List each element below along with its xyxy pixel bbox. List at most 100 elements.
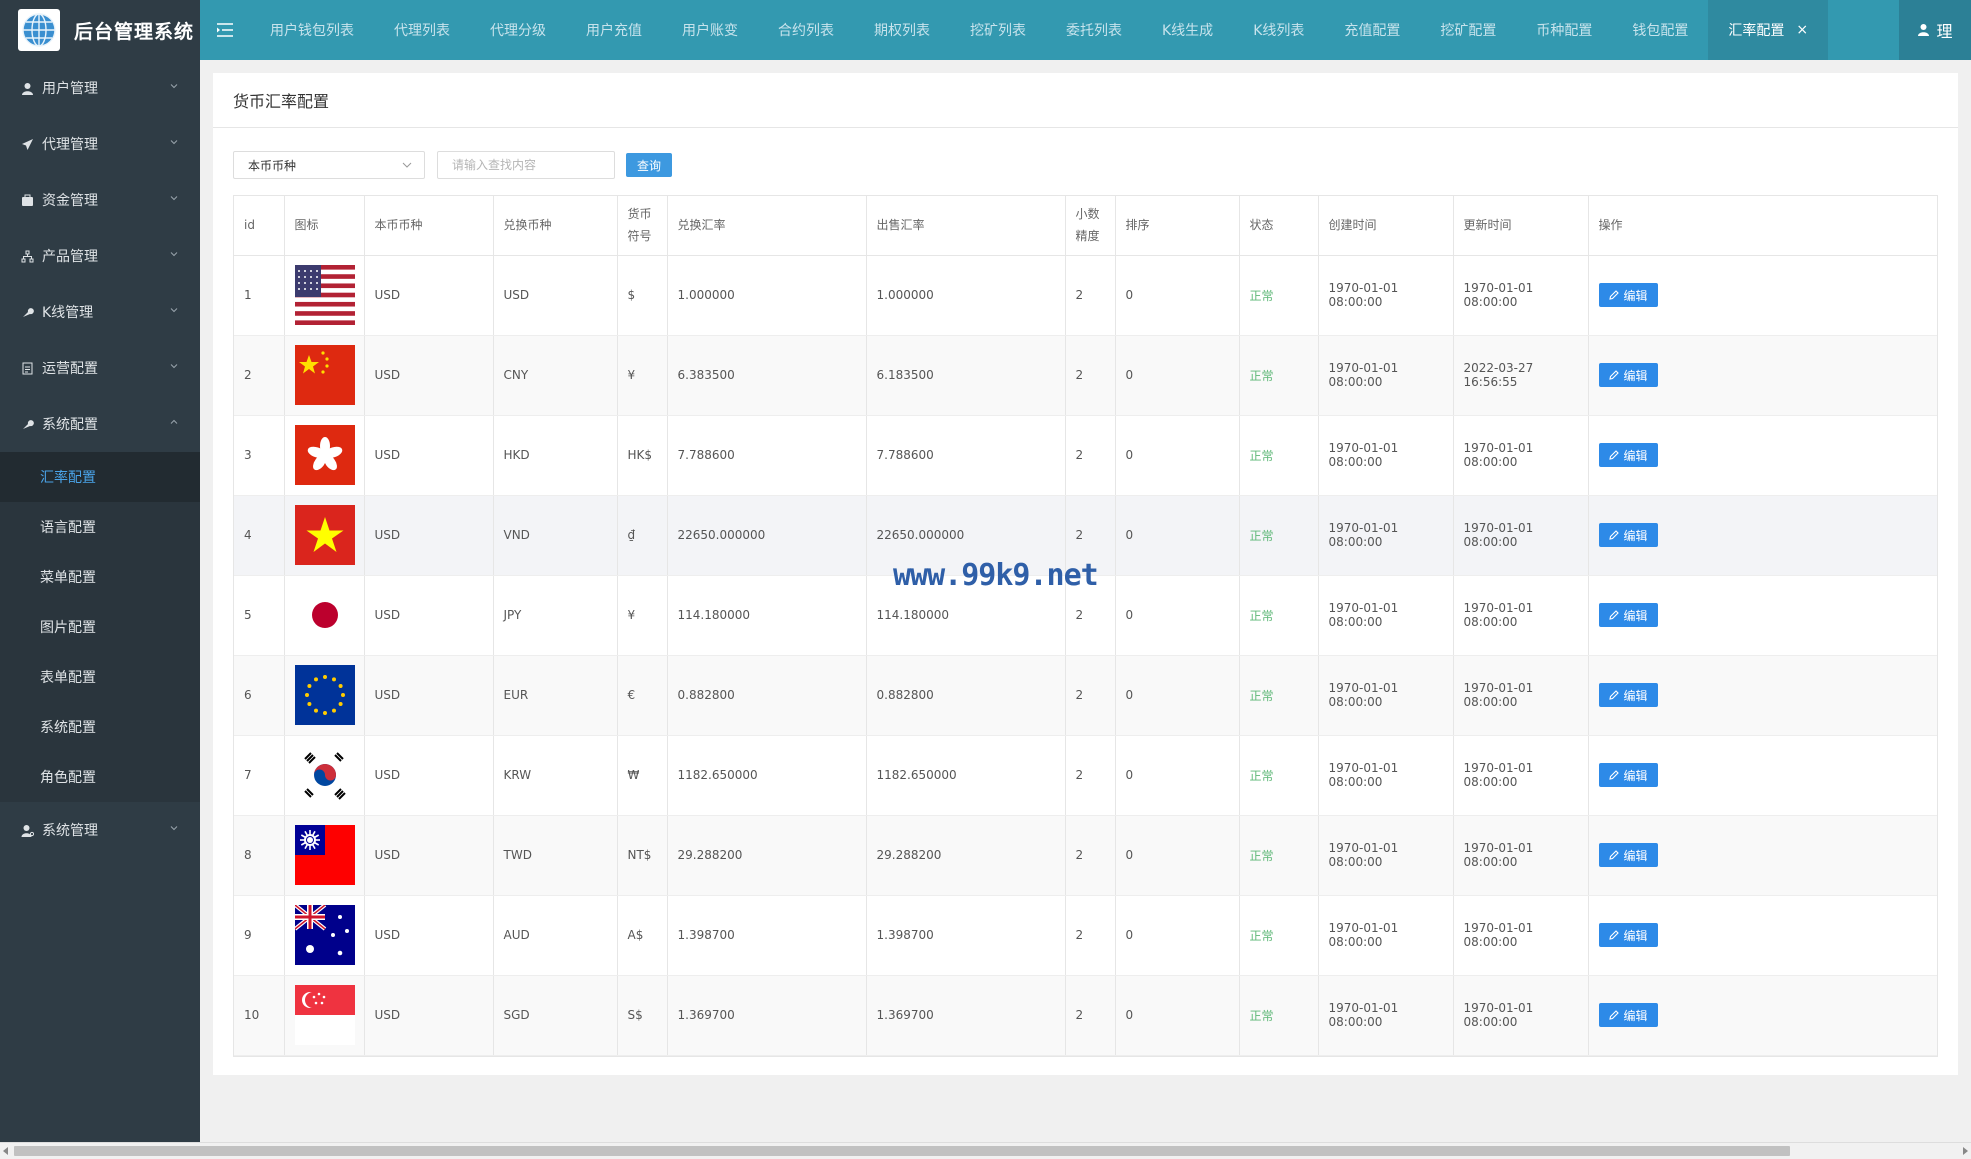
search-input[interactable] — [437, 151, 615, 179]
cell-sort: 0 — [1115, 895, 1240, 976]
table-row: 4 USD VND ₫ 22650.000000 22650.000000 2 0 正常 1970… — [234, 495, 1937, 576]
send-icon — [20, 137, 34, 151]
sidebar-item-ops-config[interactable]: 运营配置 — [0, 340, 200, 396]
horizontal-scrollbar[interactable] — [0, 1142, 1971, 1159]
tab-recharge-config[interactable]: 充值配置 — [1344, 23, 1401, 39]
sidebar-subitem-form-config[interactable]: 表单配置 — [0, 652, 200, 702]
sidebar-subitem-menu-config[interactable]: 菜单配置 — [0, 552, 200, 602]
cell-precision: 2 — [1065, 495, 1116, 576]
cell-created: 1970-01-01 08:00:00 — [1318, 655, 1454, 736]
edit-button[interactable]: 编辑 — [1598, 763, 1658, 787]
tab-wallet-config[interactable]: 钱包配置 — [1632, 23, 1689, 39]
cell-status: 正常 — [1239, 335, 1319, 416]
cell-updated: 1970-01-01 08:00:00 — [1453, 575, 1589, 656]
sidebar-item-sys-config[interactable]: 系统配置 — [0, 396, 200, 452]
tab-kline-list[interactable]: K线列表 — [1253, 23, 1305, 39]
tab-user-balance-change[interactable]: 用户账变 — [682, 23, 738, 39]
sidebar-item-label: 产品管理 — [42, 249, 98, 265]
sidebar-subitem-role-config[interactable]: 角色配置 — [0, 752, 200, 802]
cell-sell-rate: 1.369700 — [866, 975, 1066, 1056]
edit-button[interactable]: 编辑 — [1598, 683, 1658, 707]
cell-status: 正常 — [1239, 975, 1319, 1056]
cell-id: 6 — [234, 655, 285, 736]
cell-symbol: ₩ — [617, 735, 668, 816]
cell-rate: 114.180000 — [667, 575, 867, 656]
sidebar-subitem-image-config[interactable]: 图片配置 — [0, 602, 200, 652]
edit-button[interactable]: 编辑 — [1598, 363, 1658, 387]
tab-rate-config[interactable]: 汇率配置 × — [1708, 0, 1829, 60]
sidebar-item-kline-mgmt[interactable]: K线管理 — [0, 284, 200, 340]
au-flag-icon — [294, 905, 355, 965]
table-header-row: id 图标 本币币种 兑换币种 货币 符号 兑换汇率 出售汇率 小数 精度 排序 状… — [234, 196, 1937, 256]
cell-base: USD — [364, 415, 494, 496]
tab-kline-generate[interactable]: K线生成 — [1162, 23, 1214, 39]
edit-label: 编辑 — [1623, 368, 1648, 383]
tab-user-recharge[interactable]: 用户充值 — [586, 23, 642, 39]
col-header-sort: 排序 — [1115, 196, 1240, 256]
cell-status: 正常 — [1239, 895, 1319, 976]
cell-rate: 0.882800 — [667, 655, 867, 736]
cell-rate: 1182.650000 — [667, 735, 867, 816]
cell-base: USD — [364, 575, 494, 656]
edit-button[interactable]: 编辑 — [1598, 283, 1658, 307]
chevron-down-icon — [170, 308, 178, 313]
table-body: 1 USD USD $1.000000 1.000000 2 0 正常 1970-01-01 0… — [234, 255, 1937, 1056]
chevron-down-icon — [170, 84, 178, 89]
edit-button[interactable]: 编辑 — [1598, 443, 1658, 467]
close-icon[interactable]: × — [1796, 22, 1809, 38]
cell-target: EUR — [493, 655, 618, 736]
cell-updated: 1970-01-01 08:00:00 — [1453, 255, 1589, 336]
tab-agent-level[interactable]: 代理分级 — [490, 23, 546, 39]
cell-icon — [284, 975, 365, 1056]
edit-button[interactable]: 编辑 — [1598, 1003, 1658, 1027]
edit-label: 编辑 — [1623, 688, 1648, 703]
cell-created: 1970-01-01 08:00:00 — [1318, 495, 1454, 576]
cell-actions: 编辑 — [1588, 815, 1937, 896]
tab-mining-list[interactable]: 挖矿列表 — [970, 23, 1026, 39]
sidebar-item-label: 用户管理 — [42, 81, 98, 97]
cell-actions: 编辑 — [1588, 895, 1937, 976]
sidebar-item-sys-mgmt[interactable]: 系统管理 — [0, 802, 200, 858]
base-currency-select[interactable]: 本币币种 — [233, 151, 425, 179]
sidebar-subitem-rate-config[interactable]: 汇率配置 — [0, 452, 200, 502]
cell-sell-rate: 6.183500 — [866, 335, 1066, 416]
col-header-symbol: 货币 符号 — [617, 196, 668, 256]
edit-button[interactable]: 编辑 — [1598, 603, 1658, 627]
tab-option-list[interactable]: 期权列表 — [874, 23, 930, 39]
cell-id: 5 — [234, 575, 285, 656]
cell-sell-rate: 1.000000 — [866, 255, 1066, 336]
edit-button[interactable]: 编辑 — [1598, 923, 1658, 947]
sidebar-item-product-mgmt[interactable]: 产品管理 — [0, 228, 200, 284]
cell-symbol: ₫ — [617, 495, 668, 576]
table-row: 6 USD EUR €0.882800 0.882800 2 0 正常 1970-01-01 0… — [234, 655, 1937, 736]
cell-rate: 29.288200 — [667, 815, 867, 896]
cell-target: TWD — [493, 815, 618, 896]
tab-agent-list[interactable]: 代理列表 — [394, 23, 450, 39]
scrollbar-thumb[interactable] — [14, 1146, 1790, 1156]
cell-actions: 编辑 — [1588, 655, 1937, 736]
edit-button[interactable]: 编辑 — [1598, 843, 1658, 867]
tab-user-wallet[interactable]: 用户钱包列表 — [270, 23, 354, 39]
cell-actions: 编辑 — [1588, 975, 1937, 1056]
tab-contract-list[interactable]: 合约列表 — [778, 23, 834, 39]
sidebar-item-agent-mgmt[interactable]: 代理管理 — [0, 116, 200, 172]
tab-coin-config[interactable]: 币种配置 — [1536, 23, 1593, 39]
query-button[interactable]: 查询 — [626, 153, 673, 177]
tab-mining-config[interactable]: 挖矿配置 — [1440, 23, 1497, 39]
edit-label: 编辑 — [1623, 1008, 1648, 1023]
sidebar-item-user-mgmt[interactable]: 用户管理 — [0, 60, 200, 116]
tab-order-list[interactable]: 委托列表 — [1066, 23, 1122, 39]
sidebar-subitem-language-config[interactable]: 语言配置 — [0, 502, 200, 552]
user-menu[interactable]: 理 — [1899, 0, 1971, 60]
chevron-down-icon — [170, 140, 178, 145]
tw-flag-icon — [294, 825, 355, 885]
edit-icon — [1608, 930, 1619, 940]
cell-created: 1970-01-01 08:00:00 — [1318, 335, 1454, 416]
sidebar-item-fund-mgmt[interactable]: 资金管理 — [0, 172, 200, 228]
scroll-right-icon[interactable] — [1963, 1147, 1968, 1155]
sidebar-subitem-system-config[interactable]: 系统配置 — [0, 702, 200, 752]
edit-button[interactable]: 编辑 — [1598, 523, 1658, 547]
edit-label: 编辑 — [1623, 768, 1648, 783]
scroll-left-icon[interactable] — [3, 1147, 8, 1155]
menu-toggle-icon[interactable] — [200, 0, 250, 60]
